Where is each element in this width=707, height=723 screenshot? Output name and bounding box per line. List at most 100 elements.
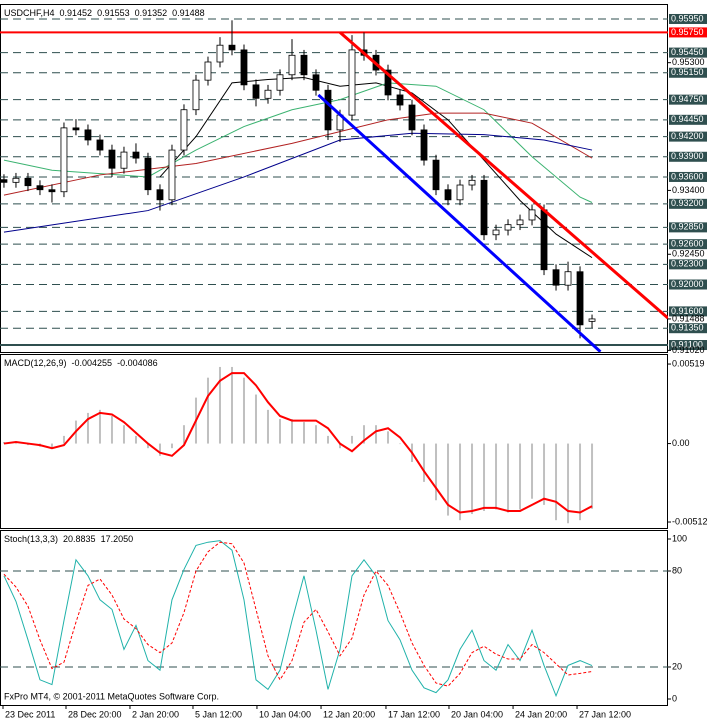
candle-body [480,179,488,236]
candle-body [12,177,20,183]
candle-body [204,61,212,81]
indicator-header: USDCHF,H4 0.91452 0.91553 0.91352 0.91488 [4,8,205,18]
moving-average [3,132,593,233]
candle-body [396,94,404,106]
header-value: 0.91452 [60,8,93,18]
candle-body [36,185,44,191]
candle-body [456,184,464,201]
candle-body [144,157,152,191]
candle-body [96,139,104,151]
candle-body [252,84,260,99]
x-tick-label: 27 Jan 12:00 [579,709,631,719]
level-label: 0.95150 [671,67,704,77]
macd-bar [230,366,233,444]
candle-body [588,318,596,322]
level-label-box [669,340,707,351]
candle-body [324,89,332,131]
macd-bar [543,443,546,505]
candle-body [108,149,116,169]
x-tick-label: 12 Jan 20:00 [323,709,375,719]
level-label: 0.95750 [671,27,704,37]
candle-body [264,89,272,99]
x-tick-label: 23 Dec 2011 [5,709,55,719]
level-label-box [669,171,707,182]
level-label: 0.92000 [671,279,704,289]
candle-body [444,189,452,201]
macd-bar [278,419,281,444]
macd-bar [50,443,53,449]
y-tick-label: 0.95300 [672,57,705,67]
y-tick-label: 0.00 [672,438,690,448]
macd-bar [519,443,522,510]
candle-body [420,129,428,161]
macd-bar [339,443,342,449]
level-label-box [669,279,707,290]
candle-body [540,209,548,271]
macd-bar [290,419,293,444]
macd-bar [254,394,257,444]
macd-bar [158,443,161,456]
macd-bar [375,425,378,444]
level-label-box [669,114,707,125]
candle-body [84,129,92,141]
candle-body [60,127,68,193]
candle-body [432,159,440,191]
macd-panel-frame [0,354,668,529]
candle-body [348,49,356,116]
level-label-box [669,13,707,24]
level-label: 0.92300 [671,259,704,269]
macd-bar [170,443,173,449]
macd-bar [567,443,570,524]
header-value: -0.004086 [117,358,158,368]
y-tick-label: 100 [672,533,687,543]
level-label-box [669,306,707,317]
y-tick-label: 0.92450 [672,249,705,259]
price-plot [0,18,668,352]
level-label: 0.93900 [671,151,704,161]
candle-body [384,69,392,96]
candle-body [276,74,284,91]
moving-average [3,112,593,196]
candle-body [0,179,8,183]
macd-bar [266,409,269,444]
macd-bar [579,443,582,521]
level-label: 0.91350 [671,323,704,333]
candle-body [288,54,296,76]
macd-bar [507,443,510,513]
candle-body [300,54,308,76]
level-label: 0.92850 [671,222,704,232]
y-tick-label: 0.91488 [672,313,705,323]
candle-body [312,74,320,91]
stoch-plot [0,540,668,698]
macd-bar [459,443,462,521]
macd-bar [182,425,185,444]
macd-bar [399,443,402,445]
header-value: -0.004255 [72,358,113,368]
macd-bar [314,425,317,444]
candle-body [408,104,416,131]
x-tick-label: 10 Jan 04:00 [259,709,311,719]
x-tick-label: 20 Jan 04:00 [451,709,503,719]
indicator-header: Stoch(13,3,3) 20.8835 17.2050 [4,534,133,544]
macd-bar [387,431,390,444]
x-tick-label: 28 Dec 20:00 [68,709,122,719]
candle-body [516,219,524,226]
macd-bar [134,435,137,444]
y-tick-label: 0.00519 [672,358,705,368]
level-label-box [669,94,707,105]
level-label-box [669,67,707,78]
x-tick-label: 2 Jan 20:00 [132,709,179,719]
level-label-box [669,259,707,270]
macd-bar [435,443,438,501]
macd-bar [447,443,450,516]
level-label-box [669,131,707,142]
moving-average [159,76,593,259]
macd-bar [86,412,89,444]
stoch-line [3,541,593,687]
level-label-box [669,27,707,38]
macd-bar [531,443,534,499]
macd-bar [110,415,113,444]
macd-signal [3,372,593,514]
